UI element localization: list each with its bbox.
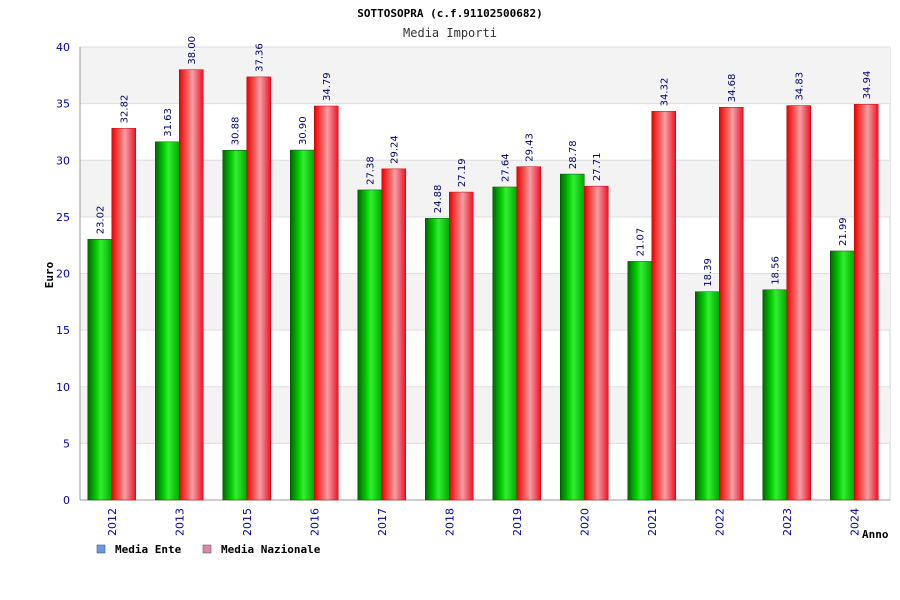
data-label-media-ente-2021: 21.07 xyxy=(636,228,647,257)
bar-media-nazionale-2015 xyxy=(246,76,271,501)
plot-band xyxy=(80,386,890,444)
x-tick-label-2022: 2022 xyxy=(713,508,726,536)
bar-media-nazionale-2023 xyxy=(786,105,811,501)
y-axis-label: Euro xyxy=(43,261,56,288)
bar-media-ente-2024 xyxy=(830,250,855,501)
x-tick-label-2015: 2015 xyxy=(241,508,254,536)
bar-media-ente-2020 xyxy=(560,173,585,501)
data-label-media-nazionale-2021: 34.32 xyxy=(660,78,671,107)
bar-media-nazionale-2021 xyxy=(651,111,676,501)
data-label-media-ente-2018: 24.88 xyxy=(433,185,444,214)
chart-subtitle: Media Importi xyxy=(403,26,497,40)
legend-label-media-nazionale: Media Nazionale xyxy=(221,543,321,556)
bar-media-ente-2019 xyxy=(492,186,517,501)
y-tick-label: 15 xyxy=(56,324,70,337)
bar-media-nazionale-2019 xyxy=(516,166,541,501)
bar-media-ente-2013 xyxy=(155,141,180,501)
bar-media-nazionale-2020 xyxy=(584,185,609,501)
bar-media-ente-2015 xyxy=(222,150,247,501)
y-tick-label: 10 xyxy=(56,381,70,394)
bar-media-nazionale-2016 xyxy=(314,105,339,501)
data-label-media-ente-2020: 28.78 xyxy=(568,140,579,169)
data-label-media-nazionale-2013: 38.00 xyxy=(187,36,198,65)
data-label-media-nazionale-2018: 27.19 xyxy=(457,158,468,187)
data-label-media-ente-2017: 27.38 xyxy=(366,156,377,185)
data-label-media-ente-2012: 23.02 xyxy=(96,206,107,235)
data-label-media-nazionale-2012: 32.82 xyxy=(120,95,131,124)
data-label-media-ente-2015: 30.88 xyxy=(231,117,242,146)
plot-band xyxy=(80,273,890,331)
bar-media-nazionale-2017 xyxy=(381,168,406,501)
bars xyxy=(87,69,879,501)
x-tick-label-2016: 2016 xyxy=(308,508,321,536)
legend-label-media-ente: Media Ente xyxy=(115,543,182,556)
data-label-media-nazionale-2017: 29.24 xyxy=(390,135,401,164)
x-tick-label-2023: 2023 xyxy=(781,508,794,536)
data-label-media-nazionale-2023: 34.83 xyxy=(795,72,806,101)
y-tick-label: 25 xyxy=(56,211,70,224)
data-label-media-ente-2013: 31.63 xyxy=(163,108,174,137)
bar-media-ente-2018 xyxy=(425,217,450,501)
x-tick-label-2021: 2021 xyxy=(646,508,659,536)
bar-media-ente-2012 xyxy=(87,239,112,501)
bar-media-nazionale-2013 xyxy=(179,69,204,501)
x-axis-label: Anno xyxy=(862,528,889,541)
data-label-media-ente-2022: 18.39 xyxy=(703,258,714,287)
bar-media-ente-2016 xyxy=(290,149,315,501)
bar-media-ente-2022 xyxy=(695,291,720,501)
legend: Media Ente Media Nazionale xyxy=(96,543,321,556)
x-tick-label-2024: 2024 xyxy=(848,508,861,536)
x-tick-label-2019: 2019 xyxy=(511,508,524,536)
y-tick-label: 30 xyxy=(56,154,70,167)
chart-title: SOTTOSOPRA (c.f.91102500682) xyxy=(357,7,542,20)
plot-band xyxy=(80,47,890,104)
bar-media-nazionale-2024 xyxy=(854,104,879,501)
data-label-media-nazionale-2020: 27.71 xyxy=(592,153,603,182)
y-axis-ticks: 0 5 10 15 20 25 30 35 40 xyxy=(56,41,70,507)
bar-media-ente-2023 xyxy=(762,289,787,501)
y-tick-label: 40 xyxy=(56,41,70,54)
bar-media-ente-2017 xyxy=(357,189,382,501)
legend-swatch-media-ente xyxy=(96,544,106,554)
plot-band xyxy=(80,160,890,217)
y-tick-label: 20 xyxy=(56,268,70,281)
x-axis-ticks: 2012 2013 2015 2016 2017 2018 2019 2020 2021 2022… xyxy=(106,508,862,536)
data-label-media-nazionale-2015: 37.36 xyxy=(255,43,266,72)
y-tick-label: 35 xyxy=(56,98,70,111)
x-tick-label-2020: 2020 xyxy=(578,508,591,536)
x-tick-label-2018: 2018 xyxy=(443,508,456,536)
legend-swatch-media-nazionale xyxy=(202,544,212,554)
gridlines xyxy=(79,46,890,501)
data-label-media-nazionale-2016: 34.79 xyxy=(322,72,333,101)
bar-media-nazionale-2018 xyxy=(449,191,474,501)
x-tick-label-2017: 2017 xyxy=(376,508,389,536)
data-label-media-ente-2019: 27.64 xyxy=(501,153,512,182)
bar-media-nazionale-2012 xyxy=(111,128,136,501)
x-tick-label-2012: 2012 xyxy=(106,508,119,536)
data-labels: 23.02 32.82 31.63 38.00 30.88 37.36 30.90 34.79… xyxy=(96,36,874,287)
y-tick-label: 0 xyxy=(63,494,70,507)
data-label-media-nazionale-2022: 34.68 xyxy=(727,74,738,103)
data-label-media-ente-2023: 18.56 xyxy=(771,256,782,285)
data-label-media-nazionale-2019: 29.43 xyxy=(525,133,536,162)
x-tick-label-2013: 2013 xyxy=(173,508,186,536)
data-label-media-ente-2016: 30.90 xyxy=(298,116,309,145)
bar-media-nazionale-2022 xyxy=(719,106,744,501)
data-label-media-nazionale-2024: 34.94 xyxy=(862,71,873,100)
bar-media-ente-2021 xyxy=(627,261,652,501)
data-label-media-ente-2024: 21.99 xyxy=(838,217,849,246)
y-tick-label: 5 xyxy=(63,437,70,450)
